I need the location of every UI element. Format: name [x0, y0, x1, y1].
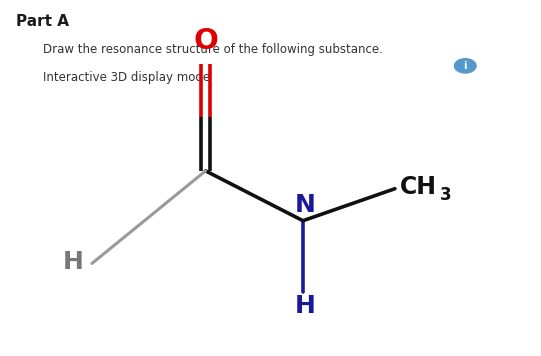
Text: 3: 3 — [440, 186, 451, 204]
Circle shape — [454, 59, 476, 73]
Text: H: H — [63, 250, 84, 274]
Text: N: N — [295, 193, 316, 217]
Text: O: O — [193, 27, 218, 55]
Text: Part A: Part A — [16, 14, 69, 29]
Text: H: H — [295, 294, 316, 318]
Text: Interactive 3D display mode: Interactive 3D display mode — [43, 71, 210, 84]
Text: CH: CH — [400, 175, 437, 199]
Text: i: i — [464, 61, 467, 71]
Text: Draw the resonance structure of the following substance.: Draw the resonance structure of the foll… — [43, 43, 383, 56]
